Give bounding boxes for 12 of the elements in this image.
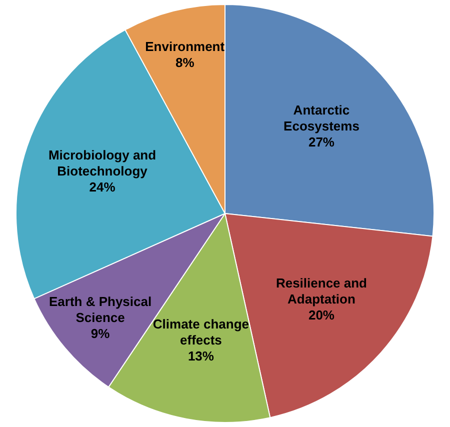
slice-label: Antarctic Ecosystems	[284, 102, 360, 134]
data-label: 9%	[90, 326, 110, 342]
data-label: 20%	[308, 308, 335, 323]
data-label: 27%	[308, 134, 335, 150]
slice-label: Climate change effects	[152, 316, 250, 348]
slice-label: Resilience and Adaptation	[276, 276, 368, 307]
data-label: 24%	[89, 180, 116, 195]
slice-label: Environment	[145, 39, 226, 54]
data-label: 13%	[188, 348, 214, 364]
slice-label: Earth & Physical Science	[48, 294, 152, 326]
slice-label: Microbiology and Biotechnology	[48, 148, 156, 179]
data-label: 8%	[175, 55, 195, 70]
